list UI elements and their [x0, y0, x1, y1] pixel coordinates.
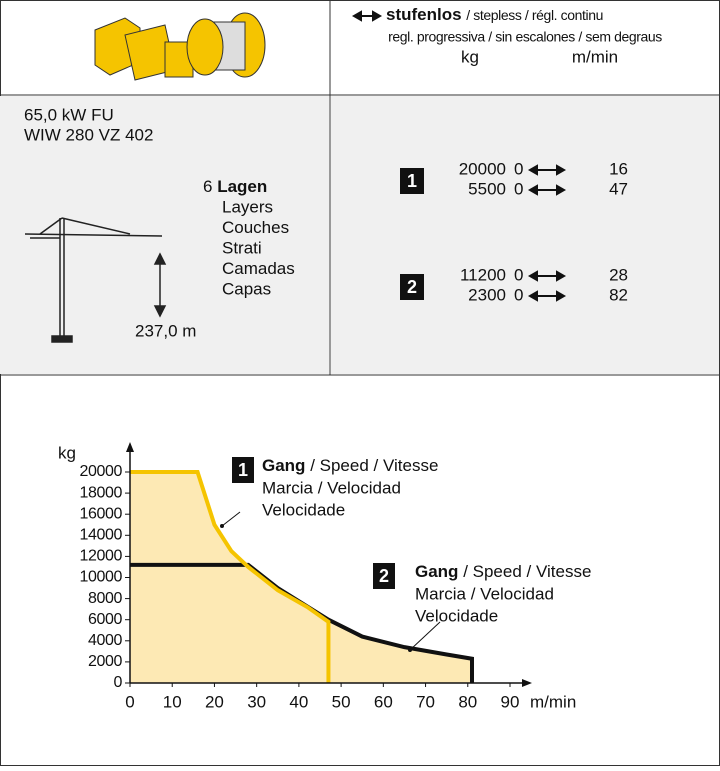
x-tick-label: 0: [125, 692, 134, 711]
datasheet: stufenlos / stepless / régl. continu reg…: [0, 0, 720, 766]
x-tick-label: 80: [458, 692, 477, 711]
gear-badge-label: 2: [407, 277, 417, 297]
gear-load: 11200: [460, 265, 506, 284]
y-tick-label: 18000: [80, 484, 123, 501]
y-tick-label: 14000: [80, 527, 123, 544]
annotation: Gang / Speed / Vitesse: [262, 456, 438, 475]
layer-translation: Camadas: [222, 259, 295, 278]
leader-line: [410, 622, 440, 650]
gear-speed-max: 28: [609, 265, 628, 284]
layer-translation: Layers: [222, 197, 273, 216]
stepless-arrow: [354, 12, 380, 20]
x-tick-label: 30: [247, 692, 266, 711]
x-tick-label: 60: [374, 692, 393, 711]
layer-translation: Strati: [222, 238, 262, 257]
annotation-text: / Speed / Vitesse: [463, 562, 591, 581]
y-tick-label: 16000: [80, 505, 123, 522]
x-tick-label: 90: [501, 692, 520, 711]
unit-label: kg: [461, 47, 479, 66]
gear-speed-min: 0: [514, 159, 523, 178]
y-tick-label: 20000: [80, 463, 123, 480]
annotation: Velocidade: [262, 500, 345, 519]
y-tick-label: 10000: [80, 569, 123, 586]
layers-count: 6: [203, 177, 212, 196]
annotation-bold: Gang: [415, 562, 458, 581]
gear-speed-max: 47: [609, 179, 628, 198]
header-mode: stufenlos / stepless / régl. continu: [386, 5, 603, 24]
y-axis-arrow: [126, 442, 134, 452]
gear-load: 20000: [459, 159, 506, 178]
annotation-text: / Speed / Vitesse: [310, 456, 438, 475]
mode-translations: / stepless / régl. continu: [466, 7, 603, 23]
annotation: Velocidade: [415, 606, 498, 625]
x-tick-label: 10: [163, 692, 182, 711]
gear-speed-max: 82: [609, 285, 628, 304]
cell-bg: [331, 96, 719, 374]
gear-load: 2300: [468, 285, 506, 304]
layers-line: 6 Lagen: [203, 177, 267, 196]
y-tick-label: 2000: [88, 653, 122, 670]
gear-speed-min: 0: [514, 285, 523, 304]
leader-dot: [408, 648, 412, 652]
winch-icon: [95, 13, 265, 80]
x-axis-arrow: [522, 679, 532, 687]
leader-line: [222, 512, 240, 526]
annotation: Gang / Speed / Vitesse: [415, 562, 591, 581]
x-tick-label: 20: [205, 692, 224, 711]
x-axis-label: m/min: [530, 692, 576, 711]
model: WIW 280 VZ 402: [24, 125, 153, 144]
annotation: Marcia / Velocidad: [415, 584, 554, 603]
unit-label: m/min: [572, 47, 618, 66]
gear-badge-label: 1: [407, 171, 417, 191]
mode: stufenlos: [386, 5, 462, 24]
leader-dot: [220, 524, 224, 528]
gear-speed-max: 16: [609, 159, 628, 178]
y-tick-label: 8000: [88, 590, 122, 607]
layer-translation: Couches: [222, 218, 289, 237]
mode-translations: regl. progressiva / sin escalones / sem …: [388, 29, 662, 45]
annotation-bold: Gang: [262, 456, 305, 475]
y-tick-label: 0: [114, 674, 123, 691]
gear-load: 5500: [468, 179, 506, 198]
x-tick-label: 40: [289, 692, 308, 711]
layer-translation: Capas: [222, 279, 271, 298]
y-tick-label: 12000: [80, 548, 123, 565]
x-tick-label: 70: [416, 692, 435, 711]
x-tick-label: 50: [332, 692, 351, 711]
power: 65,0 kW FU: [24, 105, 114, 124]
y-tick-label: 6000: [88, 611, 122, 628]
y-axis-label: kg: [58, 443, 76, 462]
y-tick-label: 4000: [88, 632, 122, 649]
height: 237,0 m: [135, 321, 196, 340]
gear-speed-min: 0: [514, 179, 523, 198]
annotation: Marcia / Velocidad: [262, 478, 401, 497]
gear-badge-label: 1: [238, 460, 248, 480]
gear-speed-min: 0: [514, 265, 523, 284]
gear-badge-label: 2: [379, 566, 389, 586]
layers: Lagen: [217, 177, 267, 196]
